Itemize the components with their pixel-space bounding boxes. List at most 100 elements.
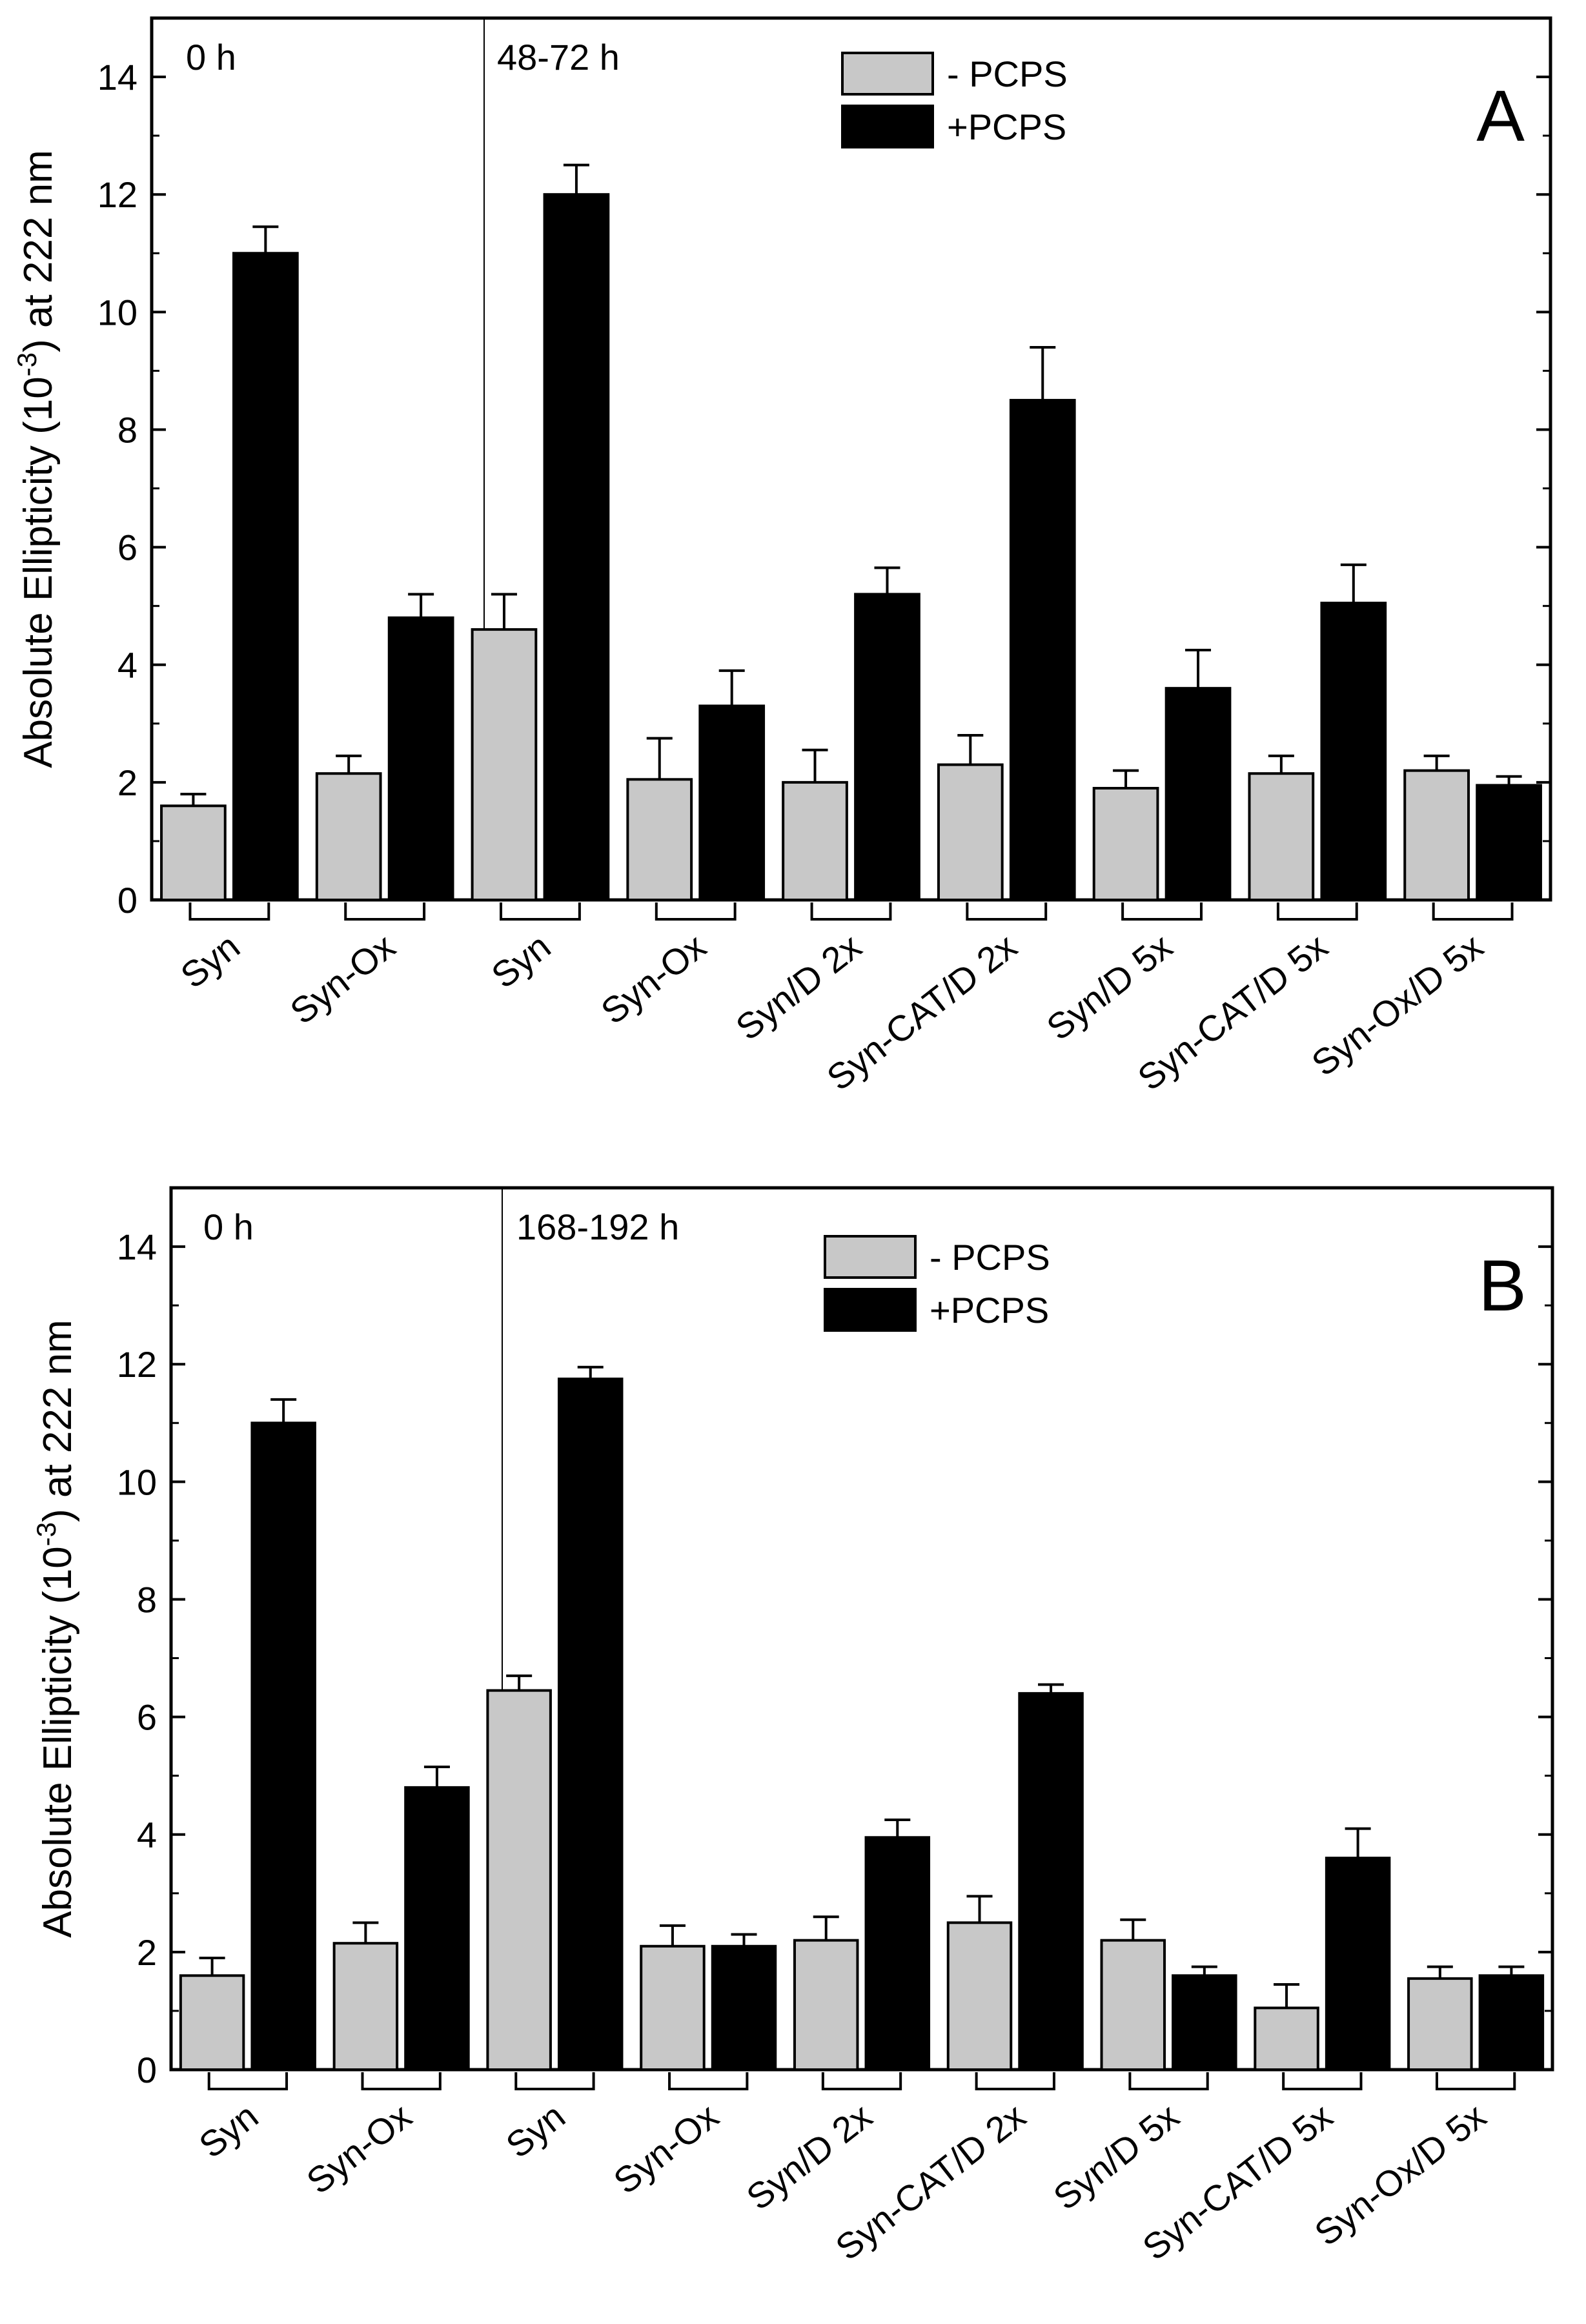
category-label: Syn — [191, 2095, 265, 2166]
y-axis-title-main: Absolute Ellipticity (10 — [16, 376, 61, 768]
category-bracket — [1435, 2072, 1516, 2090]
category-bracket — [1121, 902, 1203, 921]
bar-plus-pcps — [1320, 602, 1387, 901]
category-bracket — [500, 902, 581, 921]
bar-plus-pcps — [1476, 784, 1542, 902]
category-bracket — [1128, 2072, 1209, 2090]
bar-minus-pcps — [946, 1921, 1013, 2071]
y-tick-label: 6 — [117, 527, 137, 568]
category-label: Syn/D 2x — [739, 2095, 880, 2218]
time-label: 48-72 h — [497, 37, 620, 77]
panel-letter: A — [1476, 76, 1525, 156]
legend-swatch — [841, 52, 934, 96]
bar-minus-pcps — [1403, 769, 1470, 901]
category-label: Syn-Ox — [299, 2095, 419, 2202]
bar-plus-pcps — [557, 1377, 624, 2071]
y-axis-title-exponent: -3 — [12, 352, 42, 376]
category-label: Syn/D 5x — [1039, 926, 1180, 1048]
y-tick-label: 12 — [97, 174, 137, 215]
bar-plus-pcps — [864, 1836, 931, 2071]
category-bracket — [1282, 2072, 1363, 2090]
bar-minus-pcps — [471, 628, 538, 901]
category-label: Syn-Ox/D 5x — [1304, 926, 1490, 1084]
legend-swatch — [824, 1235, 917, 1279]
bar-minus-pcps — [1100, 1939, 1166, 2071]
bar-plus-pcps — [387, 616, 454, 901]
bar-plus-pcps — [1009, 398, 1076, 901]
bar-plus-pcps — [1325, 1857, 1391, 2071]
bar-minus-pcps — [1248, 772, 1315, 901]
time-label: 0 h — [203, 1207, 254, 1247]
plot-frame — [150, 16, 1552, 902]
panel-letter: B — [1478, 1245, 1527, 1326]
y-tick-label: 8 — [137, 1579, 157, 1620]
bar-minus-pcps — [179, 1974, 245, 2071]
bar-minus-pcps — [782, 780, 848, 902]
bar-minus-pcps — [626, 778, 693, 902]
bar-minus-pcps — [332, 1942, 399, 2072]
category-bracket — [655, 902, 737, 921]
category-bracket — [188, 902, 270, 921]
category-label: Syn/D 2x — [728, 926, 869, 1048]
legend-entry: +PCPS — [930, 1290, 1049, 1330]
y-axis-title-tail: ) at 222 nm — [16, 150, 61, 352]
bar-plus-pcps — [1018, 1692, 1084, 2071]
bar-plus-pcps — [1164, 687, 1232, 902]
category-label: Syn — [484, 926, 558, 996]
bar-minus-pcps — [937, 763, 1004, 901]
category-label: Syn-Ox — [593, 926, 713, 1032]
y-axis-title-exponent: -3 — [31, 1522, 61, 1546]
legend-entry: +PCPS — [947, 107, 1066, 147]
category-label: Syn-Ox/D 5x — [1307, 2095, 1494, 2254]
bar-minus-pcps — [640, 1944, 706, 2072]
y-tick-label: 14 — [97, 57, 137, 97]
y-axis-title: Absolute Ellipticity (10-3) at 222 nm — [31, 1320, 80, 1937]
category-bracket — [1276, 902, 1358, 921]
category-label: Syn — [173, 926, 247, 996]
category-bracket — [810, 902, 892, 921]
category-bracket — [975, 2072, 1055, 2090]
bar-minus-pcps — [1092, 786, 1159, 902]
y-tick-label: 0 — [137, 2050, 157, 2090]
legend-entry: - PCPS — [930, 1237, 1050, 1278]
category-label: Syn-Ox — [283, 926, 403, 1032]
y-tick-label: 10 — [117, 1462, 157, 1502]
y-tick-label: 0 — [117, 880, 137, 921]
legend-swatch — [824, 1288, 917, 1332]
bar-plus-pcps — [698, 704, 766, 901]
y-tick-label: 2 — [117, 762, 137, 803]
category-bracket — [207, 2072, 289, 2090]
bar-minus-pcps — [793, 1939, 859, 2071]
category-label: Syn/D 5x — [1046, 2095, 1186, 2218]
chart-panel-b: 0 2 4 6 8 10 12 14 Absolute Ellipticity (10-3) a… — [31, 1186, 1554, 2268]
bar-plus-pcps — [543, 193, 610, 902]
time-label: 168-192 h — [516, 1207, 679, 1247]
bar-minus-pcps — [315, 772, 382, 901]
bar-minus-pcps — [160, 804, 227, 901]
time-label: 0 h — [186, 37, 236, 77]
category-bracket — [361, 2072, 442, 2090]
bar-plus-pcps — [404, 1786, 470, 2071]
bar-plus-pcps — [232, 252, 299, 901]
legend-swatch — [841, 105, 934, 148]
bar-plus-pcps — [1478, 1974, 1545, 2071]
bar-plus-pcps — [1172, 1974, 1237, 2071]
category-bracket — [1432, 902, 1514, 921]
plot-frame — [169, 1186, 1554, 2072]
bar-minus-pcps — [1407, 1977, 1473, 2072]
y-tick-label: 6 — [137, 1697, 157, 1738]
category-bracket — [668, 2072, 749, 2090]
y-axis-title-main: Absolute Ellipticity (10 — [36, 1546, 80, 1938]
y-tick-label: 14 — [117, 1227, 157, 1267]
y-axis-title-tail: ) at 222 nm — [36, 1320, 80, 1522]
category-bracket — [821, 2072, 902, 2090]
category-bracket — [966, 902, 1048, 921]
y-tick-label: 10 — [97, 292, 137, 332]
y-tick-label: 2 — [137, 1932, 157, 1973]
y-tick-label: 4 — [137, 1815, 157, 1855]
category-bracket — [514, 2072, 595, 2090]
bar-plus-pcps — [250, 1422, 316, 2071]
category-label: Syn-Ox — [606, 2095, 726, 2202]
y-tick-label: 12 — [117, 1344, 157, 1385]
